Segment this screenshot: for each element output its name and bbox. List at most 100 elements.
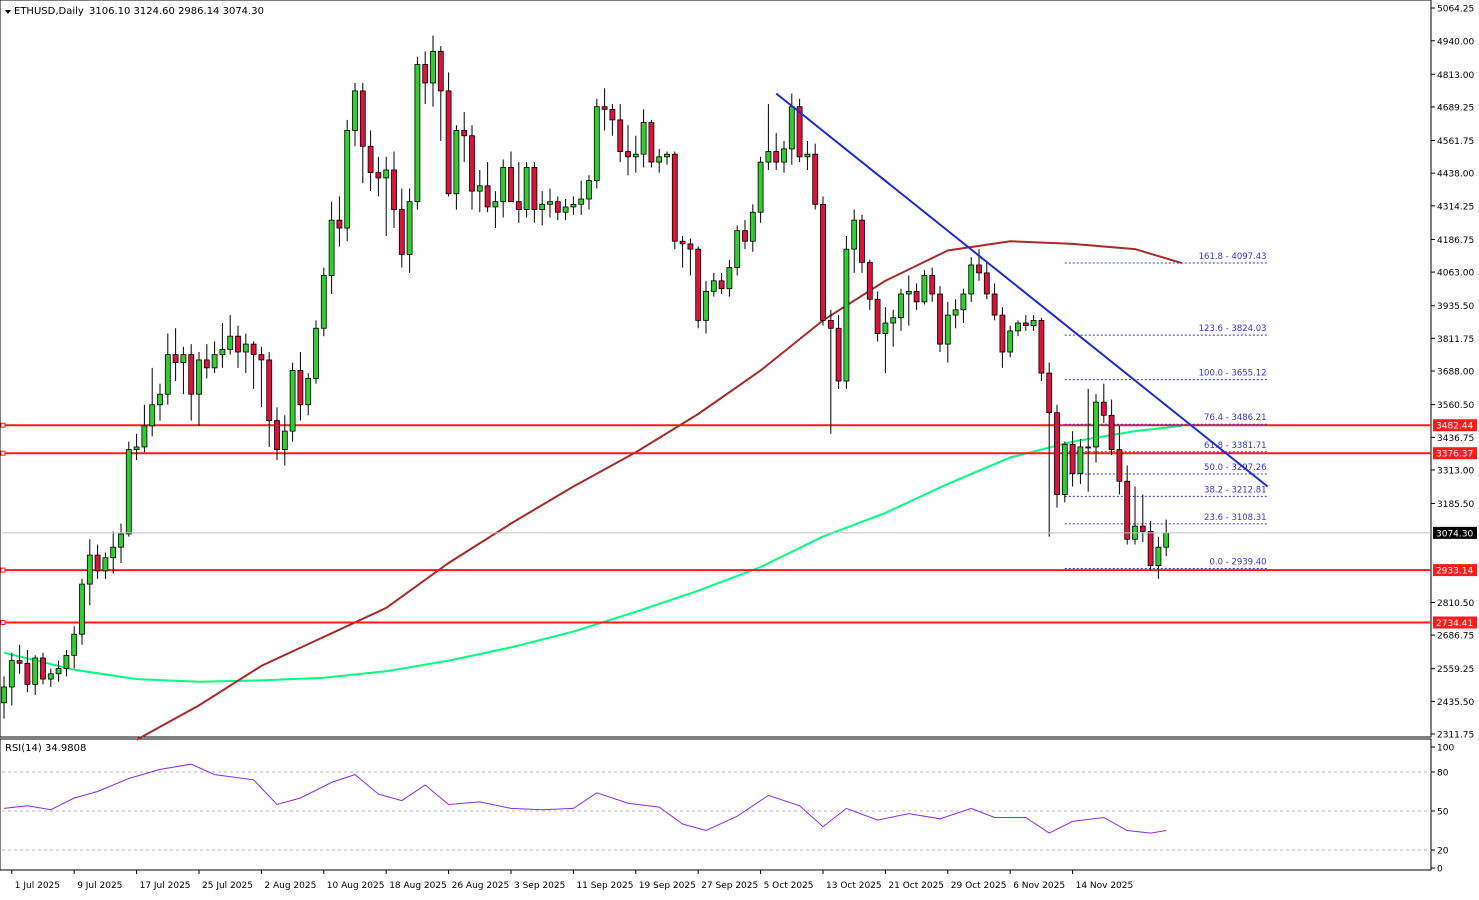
price-axis-label: 4561.75 [1437,137,1474,147]
bearish-candle [367,145,374,174]
bullish-candle [1155,546,1162,567]
level-anchor-handle[interactable] [0,567,6,573]
bearish-candle [913,290,920,303]
bearish-candle [687,243,694,250]
bullish-candle [492,201,499,208]
price-axis-label: 3560.50 [1437,401,1474,411]
bullish-candle [749,211,756,242]
bullish-candle [180,354,187,363]
bearish-candle [188,354,195,395]
bullish-candle [757,161,764,213]
bearish-candle [24,662,31,685]
level-anchor-handle[interactable] [0,422,6,428]
bullish-candle [500,166,507,203]
bullish-candle [1085,446,1092,449]
price-axis-label: 2810.50 [1437,599,1474,609]
level-price-tag-text: 3482.44 [1436,422,1473,432]
bullish-candle [570,203,577,208]
collapse-triangle-icon[interactable] [5,10,11,14]
bullish-candle [133,446,140,451]
bearish-candle [1054,412,1060,495]
price-axis-label: 4438.00 [1437,170,1474,180]
time-axis[interactable]: 1 Jul 2025 9 Jul 2025 17 Jul 2025 25 Jul 20… [11,870,1134,891]
bearish-candle [742,230,748,242]
rsi-panel[interactable] [0,738,1432,871]
bearish-candle [796,106,803,158]
main-price-panel[interactable] [0,0,1432,738]
bullish-candle [164,354,171,395]
price-axis-label: 2435.50 [1437,698,1474,708]
bearish-candle [976,264,982,274]
time-axis-label: 2 Aug 2025 [264,881,316,891]
trendline-layer[interactable] [775,92,1269,488]
rsi-line [3,763,1167,834]
rsi-axis-label: 20 [1437,847,1449,857]
bearish-candle [617,119,624,152]
bullish-candle [851,219,858,250]
bullish-candle [110,546,117,559]
bullish-candle [952,309,959,316]
price-axis-label: 3688.00 [1437,368,1474,378]
bearish-candle [773,151,780,163]
bullish-candle [890,317,897,324]
bullish-candle [55,668,62,675]
bullish-candle [726,267,733,290]
bullish-candle [1061,443,1068,495]
level-price-tag-text: 2734.41 [1436,619,1473,629]
bullish-candle [804,153,811,158]
level-anchor-handle[interactable] [0,620,6,626]
bearish-candle [874,298,881,334]
bullish-candle [196,359,202,395]
level-anchor-handle[interactable] [0,450,6,456]
fibonacci-levels[interactable]: 161.8 - 4097.43 123.6 - 3824.03 100.0 - 36… [1064,252,1268,569]
fib-level-label: 61.8 - 3381.71 [1204,441,1267,451]
bullish-candle [289,370,296,432]
bullish-candle [141,425,148,448]
bearish-candle [1108,414,1115,451]
level-price-tag [1433,616,1477,629]
bullish-candle [305,377,312,406]
descending-trendline[interactable] [775,92,1269,488]
bullish-candle [905,290,912,295]
bullish-candle [843,248,850,382]
time-axis-label: 14 Nov 2025 [1076,881,1134,891]
bullish-candle [352,90,358,131]
bearish-candle [16,660,23,664]
bearish-candle [601,106,608,110]
bearish-candle [983,272,990,295]
bearish-candle [554,201,561,213]
bullish-candle [632,153,639,158]
bearish-candle [375,172,382,179]
bearish-candle [648,122,655,163]
bullish-candle [47,673,54,680]
bullish-candle [320,275,327,329]
bearish-candle [1124,480,1131,540]
rsi-indicator: 100 80 50 20 0 [2,744,1454,875]
bullish-candle [227,335,234,350]
bullish-candle [8,660,15,688]
bearish-candle [812,153,819,205]
horizontal-levels[interactable]: 3482.44 3376.37 2933.14 2734.41 [0,419,1477,629]
bearish-candle [1069,443,1076,474]
price-axis-label: 3185.50 [1437,500,1474,510]
bullish-candle [118,533,124,548]
bearish-candle [250,343,257,356]
price-axis[interactable]: 5064.25 4940.00 4813.00 4689.25 4561.75 4438.… [1431,5,1474,741]
bearish-candle [609,108,616,121]
bullish-candle [586,180,592,200]
fib-level-label: 23.6 - 3108.31 [1204,513,1267,523]
bearish-candle [266,359,273,421]
bullish-candle [1093,401,1099,448]
bullish-candle [1015,322,1021,332]
price-axis-label: 4940.00 [1437,37,1474,47]
time-axis-label: 21 Oct 2025 [888,881,944,891]
bearish-candle [94,554,101,572]
bullish-candle [211,354,218,369]
price-axis-label: 3935.50 [1437,302,1474,312]
bearish-candle [1100,401,1107,416]
bullish-candle [242,343,249,353]
symbol-label: ETHUSD,Daily [14,6,84,17]
fib-level-label: 123.6 - 3824.03 [1199,324,1267,334]
